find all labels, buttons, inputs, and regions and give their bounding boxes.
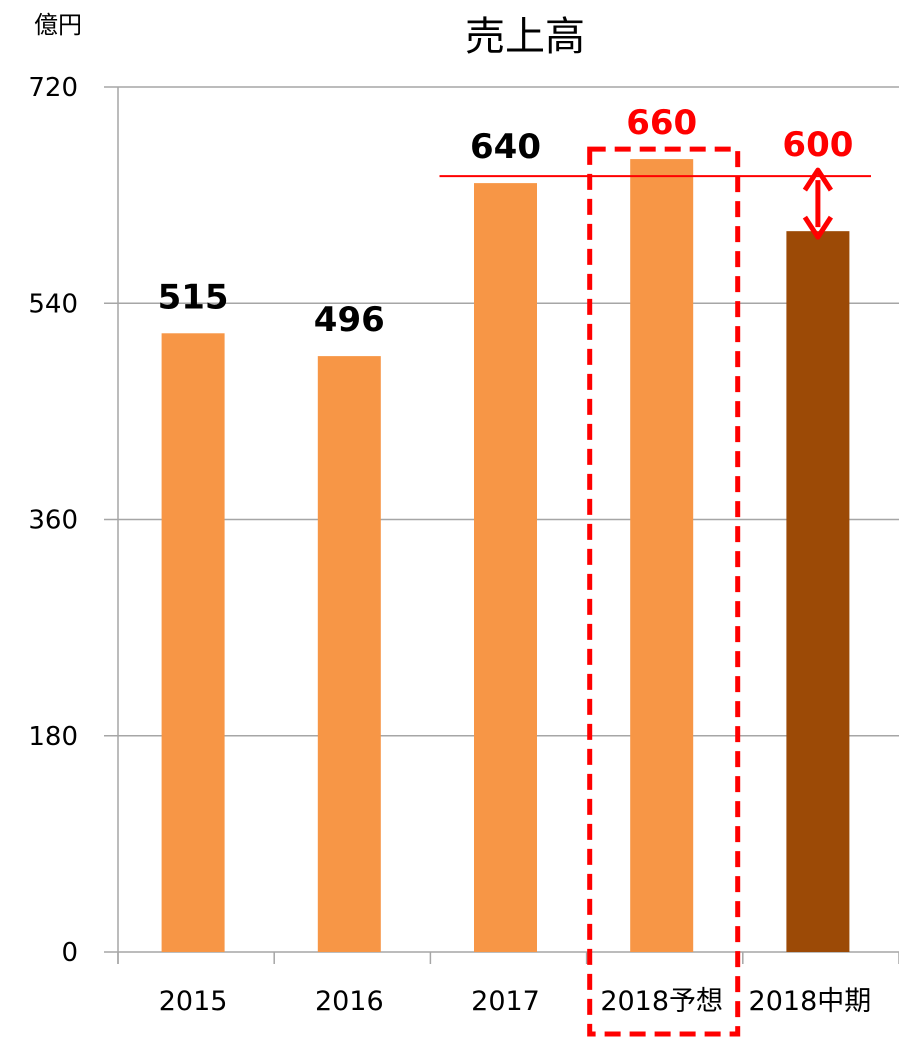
- x-axis-labels: 2015 2016 2017 2018予想 2018中期: [159, 986, 872, 1017]
- bar-2016: [317, 356, 381, 953]
- bar-2018予想: [630, 159, 694, 953]
- bar-2017: [474, 183, 537, 953]
- y-tick-label-720: 720: [28, 73, 78, 103]
- gap-arrow-head-down: [802, 215, 833, 240]
- value-labels: 515 496 640 660 600: [158, 103, 854, 340]
- x-label-2017: 2017: [471, 986, 540, 1017]
- y-tick-label-180: 180: [28, 722, 78, 752]
- y-tick-label-360: 360: [28, 506, 78, 536]
- chart-title: 売上高: [465, 14, 585, 60]
- y-tick-label-0: 0: [61, 938, 78, 968]
- x-label-2016: 2016: [315, 986, 384, 1017]
- x-label-2018予想: 2018予想: [600, 986, 723, 1017]
- value-label-2017: 640: [470, 127, 541, 167]
- bar-2015: [161, 333, 225, 952]
- value-label-2016: 496: [314, 300, 385, 340]
- unit-label: 億円: [34, 11, 82, 39]
- highlight-box: [587, 146, 741, 1037]
- x-label-2018中期: 2018中期: [749, 986, 872, 1017]
- gap-arrow-head-up: [802, 167, 833, 192]
- value-label-2015: 515: [158, 277, 229, 317]
- y-axis-ticks: 0 180 360 540 720: [28, 73, 78, 968]
- bars: [161, 159, 850, 953]
- y-tick-label-540: 540: [28, 289, 78, 319]
- value-label-2018中期: 600: [782, 125, 853, 165]
- value-label-2018予想: 660: [626, 103, 697, 143]
- x-label-2015: 2015: [159, 986, 228, 1017]
- bar-2018中期: [786, 231, 850, 952]
- annotations: [439, 146, 871, 1037]
